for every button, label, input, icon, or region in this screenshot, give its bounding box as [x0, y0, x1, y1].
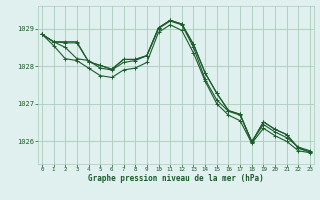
X-axis label: Graphe pression niveau de la mer (hPa): Graphe pression niveau de la mer (hPa) [88, 174, 264, 183]
